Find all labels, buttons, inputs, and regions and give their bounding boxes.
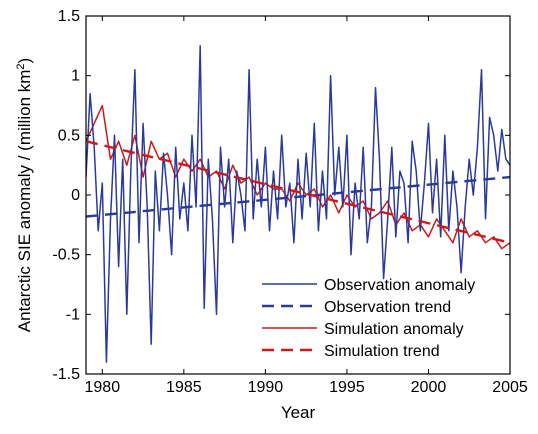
x-tick-label: 1990 <box>248 379 284 396</box>
series-line-observation-anomaly <box>86 45 510 363</box>
y-tick-label: 0.5 <box>58 127 80 144</box>
x-tick-label: 2000 <box>411 379 447 396</box>
y-tick-label: 1.5 <box>58 8 80 25</box>
legend: Observation anomaly Observation trend Simu… <box>262 277 475 360</box>
x-tick-label: 2005 <box>492 379 528 396</box>
legend-label: Simulation anomaly <box>324 321 464 338</box>
series-line-simulation-trend <box>86 140 510 244</box>
x-tick-label: 1995 <box>329 379 365 396</box>
y-axis-label-main: Antarctic SIE anomaly / (million km <box>15 70 34 333</box>
legend-label: Observation trend <box>324 299 451 316</box>
y-tick-label: -1 <box>66 306 80 323</box>
y-axis: -1.5 -1 -0.5 0 0.5 1 1.5 <box>52 8 510 383</box>
y-axis-label-close: ) <box>15 58 34 64</box>
y-axis-label: Antarctic SIE anomaly / (million km2) <box>15 58 34 332</box>
y-tick-label: 0 <box>71 187 80 204</box>
y-tick-label: -1.5 <box>52 366 80 383</box>
y-tick-label: -0.5 <box>52 247 80 264</box>
legend-label: Observation anomaly <box>324 277 475 294</box>
x-axis: 1980 1985 1990 1995 2000 2005 <box>85 16 528 396</box>
x-tick-label: 1985 <box>166 379 202 396</box>
series-line-observation-trend <box>86 175 510 218</box>
y-tick-label: 1 <box>71 68 80 85</box>
legend-label: Simulation trend <box>324 343 440 360</box>
y-axis-label-superscript: 2 <box>15 63 27 69</box>
x-tick-label: 1980 <box>85 379 121 396</box>
x-axis-label: Year <box>281 403 316 422</box>
series-layer <box>86 45 510 363</box>
